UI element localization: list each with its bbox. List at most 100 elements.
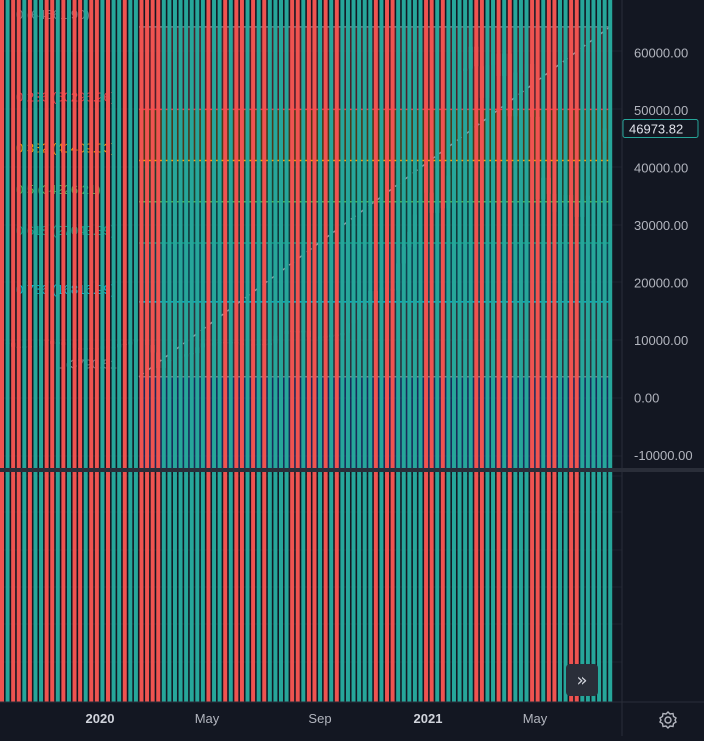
volume-bar <box>407 0 412 702</box>
volume-bar <box>267 0 272 702</box>
volume-bar <box>16 0 21 702</box>
volume-bar <box>301 0 306 702</box>
volume-bar <box>602 0 607 702</box>
volume-bar <box>345 0 350 702</box>
last-price-label: 46973.82 <box>629 121 683 136</box>
volume-bar <box>591 0 596 702</box>
volume-bar <box>446 0 451 702</box>
volume-bar <box>228 0 233 702</box>
volume-bar <box>245 0 250 702</box>
volume-bar <box>251 0 256 702</box>
volume-bar <box>161 0 166 702</box>
volume-bar <box>513 0 518 702</box>
volume-bar <box>100 0 105 702</box>
volume-bar <box>106 0 111 702</box>
volume-bar <box>585 0 590 702</box>
price-tick-label: 0.00 <box>634 391 659 406</box>
volume-bar <box>474 0 479 702</box>
volume-bar <box>66 0 71 702</box>
volume-bar <box>184 0 189 702</box>
volume-bar <box>83 0 88 702</box>
double-chevron-right-icon: » <box>576 669 588 691</box>
volume-bar <box>608 0 613 702</box>
time-tick-label: 2020 <box>86 711 115 726</box>
volume-bar <box>122 0 127 702</box>
volume-bar <box>212 0 217 702</box>
settings-gear-icon[interactable] <box>656 708 680 732</box>
volume-bar <box>11 0 16 702</box>
price-tick-label: 30000.00 <box>634 218 688 233</box>
volume-bar <box>457 0 462 702</box>
volume-bar <box>50 0 55 702</box>
volume-bar <box>128 0 133 702</box>
volume-bar <box>139 0 144 702</box>
volume-bar <box>262 0 267 702</box>
volume-bar <box>195 0 200 702</box>
scroll-to-realtime-button[interactable]: » <box>566 664 598 696</box>
fib-level-label: 1 (3790.51) <box>55 357 122 372</box>
volume-bar <box>150 0 155 702</box>
volume-bar <box>424 0 429 702</box>
volume-bar <box>390 0 395 702</box>
volume-bar <box>273 0 278 702</box>
volume-bar <box>172 0 177 702</box>
volume-bar <box>412 0 417 702</box>
volume-bar <box>518 0 523 702</box>
volume-bar <box>284 0 289 702</box>
volume-bar <box>379 0 384 702</box>
volume-bar <box>72 0 77 702</box>
volume-bar <box>256 0 261 702</box>
volume-bar <box>552 0 557 702</box>
volume-bar <box>178 0 183 702</box>
price-tick-label: -10000.00 <box>634 448 693 463</box>
volume-bar <box>373 0 378 702</box>
price-tick-label: 10000.00 <box>634 333 688 348</box>
volume-bar <box>563 0 568 702</box>
volume-bar <box>362 0 367 702</box>
volume-bar <box>312 0 317 702</box>
volume-bar <box>22 0 27 702</box>
volume-bar <box>290 0 295 702</box>
volume-bar <box>530 0 535 702</box>
volume-bar <box>418 0 423 702</box>
volume-bar <box>496 0 501 702</box>
volume-bar <box>5 0 10 702</box>
volume-bar <box>89 0 94 702</box>
volume-bar <box>340 0 345 702</box>
volume-bar <box>468 0 473 702</box>
price-axis-background <box>622 0 704 736</box>
volume-bar <box>485 0 490 702</box>
volume-bar <box>295 0 300 702</box>
volume-bar <box>323 0 328 702</box>
volume-bar <box>558 0 562 702</box>
volume-bar <box>111 0 116 702</box>
volume-bar <box>440 0 445 702</box>
volume-bar <box>479 0 484 702</box>
volume-bar <box>189 0 194 702</box>
volume-bar <box>597 0 602 702</box>
volume-bar <box>385 0 390 702</box>
volume-bar <box>145 0 150 702</box>
volume-bar <box>167 0 172 702</box>
volume-bar <box>535 0 540 702</box>
volume-bar <box>27 0 32 702</box>
volume-bar <box>401 0 406 702</box>
volume-bar <box>156 0 161 702</box>
volume-bar <box>279 0 283 702</box>
volume-bar <box>239 0 244 702</box>
volume-bar <box>463 0 468 702</box>
volume-bar <box>234 0 239 702</box>
volume-bar <box>580 0 585 702</box>
volume-bar <box>541 0 546 702</box>
volume-bar <box>368 0 373 702</box>
volume-bar <box>357 0 362 702</box>
volume-bar <box>44 0 49 702</box>
volume-bar <box>117 0 122 702</box>
volume-bar <box>546 0 551 702</box>
volume-bar <box>435 0 440 702</box>
volume-bar <box>502 0 507 702</box>
time-tick-label: Sep <box>308 711 331 726</box>
volume-bar <box>429 0 434 702</box>
